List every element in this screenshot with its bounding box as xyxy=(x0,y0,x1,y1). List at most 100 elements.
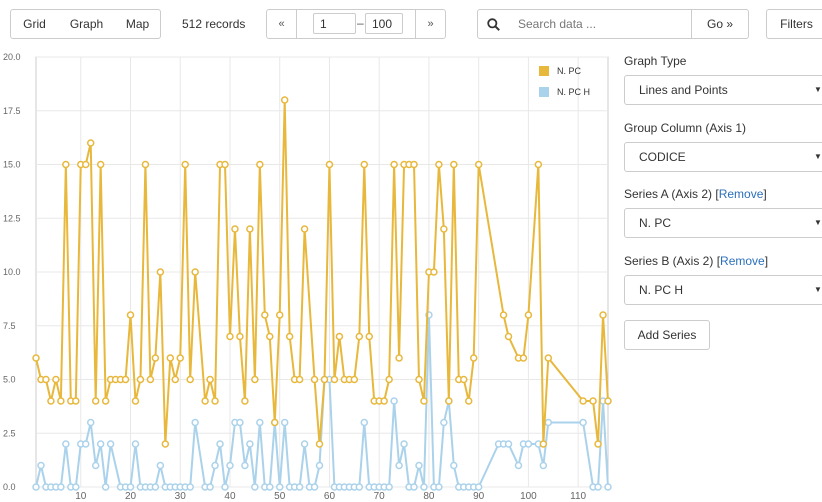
series-a-point xyxy=(330,375,339,384)
series-b-point xyxy=(420,483,428,491)
series-a-point xyxy=(504,332,513,341)
series-b-remove-link[interactable]: Remove xyxy=(720,254,765,268)
series-b-point xyxy=(81,440,90,448)
x-tick-label: 100 xyxy=(520,491,537,502)
series-a-point xyxy=(266,332,274,341)
series-b-point xyxy=(156,461,165,470)
x-tick-label: 30 xyxy=(175,491,187,502)
series-a-point xyxy=(241,397,249,405)
series-a-select[interactable]: N. PC ▼ xyxy=(624,208,822,238)
series-a-point xyxy=(86,139,95,147)
y-tick-label: 20.0 xyxy=(3,52,21,62)
series-b-point xyxy=(390,397,398,405)
filters-button[interactable]: Filters xyxy=(766,9,822,39)
series-a-point xyxy=(380,397,388,405)
series-a-point xyxy=(360,160,369,169)
series-a-point xyxy=(121,375,130,384)
y-tick-label: 2.5 xyxy=(3,428,16,438)
series-b-point xyxy=(514,461,523,470)
series-a-point xyxy=(101,397,110,405)
series-a-point xyxy=(445,397,453,405)
series-a-point xyxy=(275,311,284,319)
series-b-point xyxy=(191,418,199,427)
series-a-label-text: Series A (Axis 2) xyxy=(624,187,716,201)
series-a-point xyxy=(524,311,533,319)
series-b-point xyxy=(246,440,254,448)
series-a-point xyxy=(221,160,229,169)
legend-swatch-series-b xyxy=(539,87,549,97)
x-tick-label: 40 xyxy=(224,491,236,502)
series-a-point xyxy=(474,160,483,169)
series-b-point xyxy=(211,461,219,470)
series-a-point xyxy=(519,354,528,362)
series-b-point xyxy=(57,483,65,491)
series-b-point xyxy=(91,461,100,470)
series-a-point xyxy=(181,160,189,169)
legend-label-series-b: N. PC H xyxy=(557,87,590,97)
group-column-value: CODICE xyxy=(639,150,686,164)
x-tick-label: 60 xyxy=(324,491,336,502)
y-tick-label: 7.5 xyxy=(3,321,16,331)
series-a-point xyxy=(52,375,60,384)
series-a-point xyxy=(589,397,597,405)
series-b-select[interactable]: N. PC H ▼ xyxy=(624,275,822,305)
search-button[interactable] xyxy=(477,9,509,39)
series-a-point xyxy=(161,440,170,448)
series-a-point xyxy=(186,375,194,384)
y-tick-label: 10.0 xyxy=(3,267,21,277)
series-b-point xyxy=(186,483,194,491)
record-count: 512 records xyxy=(182,17,246,31)
series-b-point xyxy=(544,418,553,427)
series-a-point xyxy=(141,160,150,169)
pager-to-input[interactable] xyxy=(365,13,403,34)
series-a-point xyxy=(430,268,438,276)
series-a-point xyxy=(256,160,264,169)
series-a-remove-link[interactable]: Remove xyxy=(718,187,764,201)
series-a-point xyxy=(270,418,279,427)
graph-view-button[interactable]: Graph xyxy=(58,9,116,39)
series-a-point xyxy=(96,160,105,169)
series-a-point xyxy=(72,397,80,405)
series-a-point xyxy=(410,160,418,169)
series-b-point xyxy=(226,461,234,470)
pager-from-input[interactable] xyxy=(313,13,356,34)
pager-next-button[interactable]: » xyxy=(415,10,445,38)
graph-type-select[interactable]: Lines and Points ▼ xyxy=(624,75,822,105)
search-input[interactable] xyxy=(508,9,692,39)
go-button[interactable]: Go » xyxy=(691,9,749,39)
series-b-point xyxy=(315,461,324,470)
series-b-point xyxy=(151,483,160,491)
series-a-point xyxy=(151,354,160,362)
series-a-point xyxy=(81,160,90,169)
chevron-down-icon: ▼ xyxy=(814,285,822,294)
series-b-point xyxy=(256,418,264,427)
series-a-point xyxy=(499,311,508,319)
group-column-select[interactable]: CODICE ▼ xyxy=(624,142,822,172)
x-tick-label: 10 xyxy=(75,491,87,502)
add-series-button[interactable]: Add Series xyxy=(624,320,710,350)
series-a-point xyxy=(295,375,304,384)
series-a-point xyxy=(440,225,448,233)
series-a-point xyxy=(335,332,344,341)
legend-label-series-a: N. PC xyxy=(557,66,582,76)
series-b-label-text: Series B (Axis 2) xyxy=(624,254,717,268)
chart-svg: 0.0 2.5 5.0 7.5 10.0 12.5 15.0 17.5 20.0 10 20 30 40… xyxy=(3,52,612,502)
map-view-button[interactable]: Map xyxy=(115,9,161,39)
series-a-point xyxy=(390,160,398,169)
series-b-point xyxy=(106,440,115,448)
series-a-point xyxy=(251,375,259,384)
legend-swatch-series-a xyxy=(539,66,549,76)
series-a-point xyxy=(420,397,428,405)
series-b-point xyxy=(385,483,393,491)
series-b-point xyxy=(410,483,418,491)
series-b-point xyxy=(86,418,95,427)
series-b-point xyxy=(310,483,319,491)
grid-view-button[interactable]: Grid xyxy=(10,9,59,39)
series-b-point xyxy=(395,461,403,470)
pager: « – » xyxy=(266,9,446,39)
series-a-point xyxy=(201,397,209,405)
series-b-point xyxy=(604,483,612,491)
chart-axes: 0.0 2.5 5.0 7.5 10.0 12.5 15.0 17.5 20.0 10 20 30 40… xyxy=(3,52,587,502)
pager-prev-button[interactable]: « xyxy=(267,10,297,38)
series-b-point xyxy=(62,440,70,448)
